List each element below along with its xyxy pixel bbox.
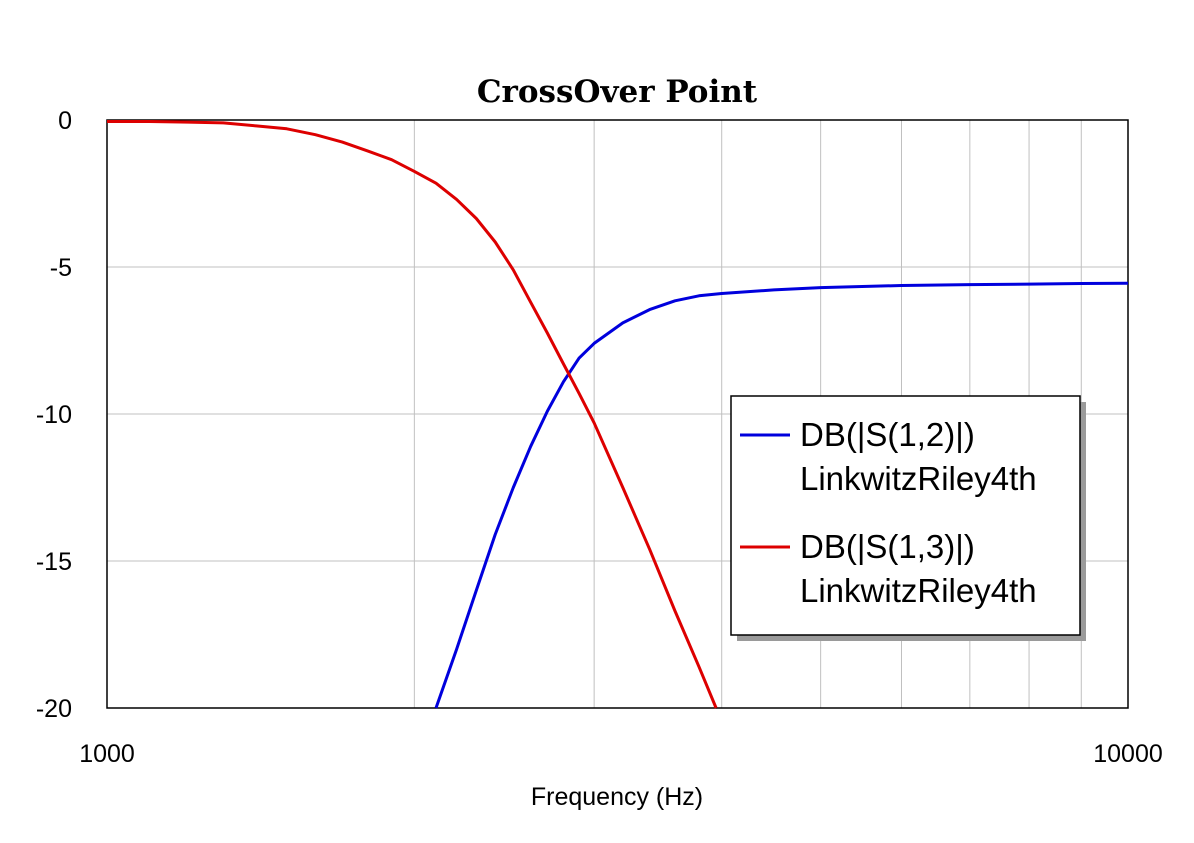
x-axis-label: Frequency (Hz) <box>531 783 703 811</box>
x-tick-label: 1000 <box>79 740 135 768</box>
y-tick-label: -15 <box>36 548 72 576</box>
x-axis-ticks: 1000 10000 <box>79 740 1163 768</box>
series-line-2 <box>107 120 718 709</box>
legend: DB(|S(1,2)|) LinkwitzRiley4th DB(|S(1,3)|)… <box>730 395 1086 641</box>
y-tick-label: -5 <box>50 254 72 282</box>
legend-label: DB(|S(1,3)|) <box>800 528 975 565</box>
legend-label: LinkwitzRiley4th <box>800 460 1037 497</box>
x-tick-label: 10000 <box>1093 740 1163 768</box>
y-tick-label: -20 <box>36 695 72 723</box>
chart-title: CrossOver Point <box>477 74 758 110</box>
y-tick-label: 0 <box>58 107 72 135</box>
legend-label: LinkwitzRiley4th <box>800 572 1037 609</box>
plot-frame <box>106 119 1129 709</box>
legend-label: DB(|S(1,2)|) <box>800 416 975 453</box>
series-line-1 <box>434 281 1129 709</box>
y-axis-ticks: 0 -5 -10 -15 -20 <box>36 107 72 723</box>
y-tick-label: -10 <box>36 401 72 429</box>
series-lines <box>107 120 1129 709</box>
